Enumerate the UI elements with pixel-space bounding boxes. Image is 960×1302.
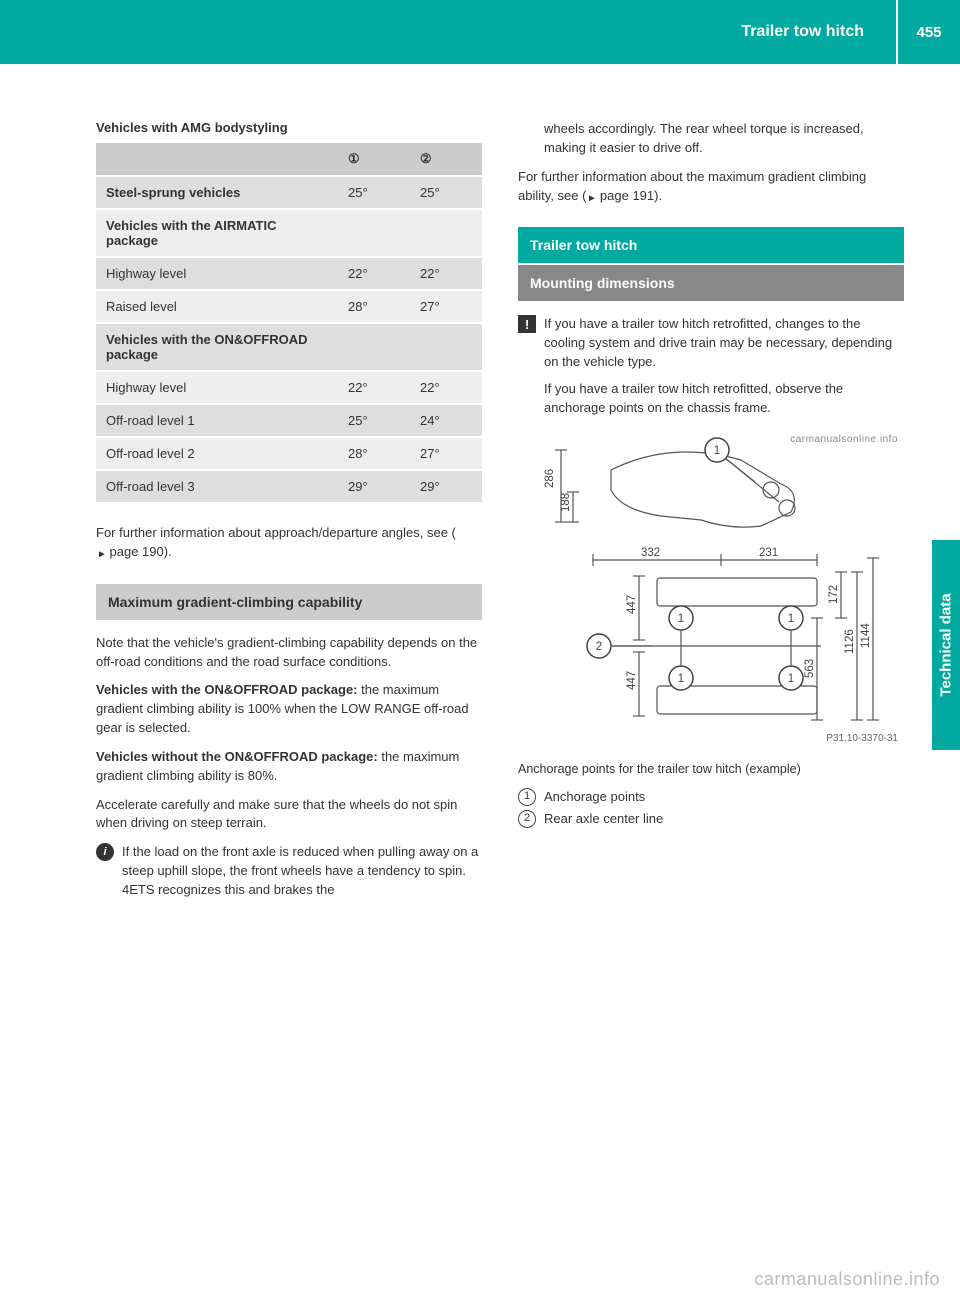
gradient-p1: Note that the vehicle's gradient-climbin… — [96, 634, 482, 672]
table-row: Off-road level 125°24° — [96, 404, 482, 437]
legend-text-2: Rear axle center line — [544, 810, 663, 828]
after-table-para: For further information about approach/d… — [96, 524, 482, 562]
left-column: Vehicles with AMG bodystyling ①②Steel-sp… — [96, 120, 482, 1242]
table-row: Steel-sprung vehicles25°25° — [96, 176, 482, 209]
svg-text:286: 286 — [544, 468, 556, 487]
svg-text:1126: 1126 — [844, 629, 856, 654]
legend-symbol-1: 1 — [518, 788, 536, 806]
table-row: Raised level28°27° — [96, 290, 482, 323]
table-title: Vehicles with AMG bodystyling — [96, 120, 482, 135]
svg-text:1: 1 — [788, 613, 794, 625]
right-column: wheels accordingly. The rear wheel torqu… — [518, 120, 904, 1242]
svg-text:1: 1 — [714, 445, 720, 457]
table-row: Off-road level 329°29° — [96, 470, 482, 503]
section-max-gradient: Maximum gradient-climbing capability — [96, 584, 482, 620]
svg-text:563: 563 — [804, 658, 816, 677]
svg-text:2: 2 — [596, 641, 602, 653]
table-row: Off-road level 228°27° — [96, 437, 482, 470]
further-info-para: For further information about the maximu… — [518, 168, 904, 206]
table-row: Vehicles with the ON&OFFROAD package — [96, 323, 482, 371]
gradient-p3: Vehicles without the ON&OFFROAD package:… — [96, 748, 482, 786]
svg-text:447: 447 — [626, 670, 638, 689]
gradient-p2: Vehicles with the ON&OFFROAD package: th… — [96, 681, 482, 738]
info-text: If the load on the front axle is reduced… — [122, 843, 482, 900]
section-trailer-tow-hitch: Trailer tow hitch — [518, 227, 904, 263]
warning-icon: ! — [518, 315, 536, 333]
angles-table: ①②Steel-sprung vehicles25°25°Vehicles wi… — [96, 143, 482, 504]
svg-text:1: 1 — [788, 673, 794, 685]
table-row: Vehicles with the AIRMATIC package — [96, 209, 482, 257]
svg-text:447: 447 — [626, 594, 638, 613]
info-block: i If the load on the front axle is reduc… — [96, 843, 482, 900]
diagram-caption: Anchorage points for the trailer tow hit… — [518, 760, 904, 778]
svg-text:188: 188 — [560, 492, 572, 511]
page-number: 455 — [896, 0, 960, 64]
svg-text:231: 231 — [759, 547, 778, 559]
legend-symbol-2: 2 — [518, 810, 536, 828]
legend-row-1: 1 Anchorage points — [518, 788, 904, 806]
diagram-watermark: carmanualsonline.info — [790, 434, 898, 445]
warning-text-1: If you have a trailer tow hitch retrofit… — [544, 315, 904, 372]
legend-text-1: Anchorage points — [544, 788, 645, 806]
svg-text:172: 172 — [828, 584, 840, 603]
table-row: Highway level22°22° — [96, 257, 482, 290]
svg-text:1: 1 — [678, 613, 684, 625]
table-row: Highway level22°22° — [96, 371, 482, 404]
warning-text-2: If you have a trailer tow hitch retrofit… — [544, 380, 904, 418]
svg-text:332: 332 — [641, 547, 660, 559]
continuation-para: wheels accordingly. The rear wheel torqu… — [518, 120, 904, 158]
info-icon: i — [96, 843, 114, 861]
page-watermark: carmanualsonline.info — [754, 1269, 940, 1290]
side-tab-label: Technical data — [938, 593, 955, 696]
side-tab: Technical data — [932, 540, 960, 750]
legend-row-2: 2 Rear axle center line — [518, 810, 904, 828]
mounting-diagram: 332 231 286 188 1126 172 1144 — [518, 430, 904, 750]
svg-text:1: 1 — [678, 673, 684, 685]
gradient-p4: Accelerate carefully and make sure that … — [96, 796, 482, 834]
header-title: Trailer tow hitch — [741, 23, 864, 41]
warning-block: ! If you have a trailer tow hitch retrof… — [518, 315, 904, 417]
svg-text:1144: 1144 — [860, 622, 872, 647]
diagram-code: P31.10-3370-31 — [826, 733, 898, 744]
section-mounting-dimensions: Mounting dimensions — [518, 265, 904, 301]
